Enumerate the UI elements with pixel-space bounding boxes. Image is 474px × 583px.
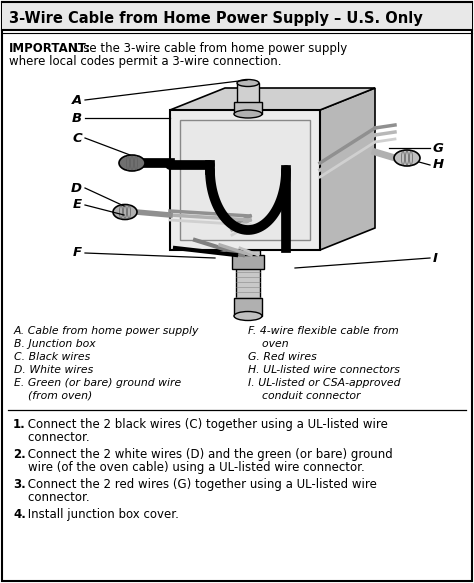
- Text: wire (of the oven cable) using a UL-listed wire connector.: wire (of the oven cable) using a UL-list…: [13, 461, 365, 474]
- Text: A: A: [72, 93, 82, 107]
- Text: Connect the 2 black wires (C) together using a UL-listed wire: Connect the 2 black wires (C) together u…: [24, 418, 388, 431]
- Text: D: D: [71, 181, 82, 195]
- Ellipse shape: [113, 205, 137, 220]
- Text: 3.: 3.: [13, 478, 26, 491]
- Bar: [234, 298, 262, 316]
- Text: A. Cable from home power supply: A. Cable from home power supply: [14, 326, 200, 336]
- Text: Use the 3-wire cable from home power supply: Use the 3-wire cable from home power sup…: [71, 42, 347, 55]
- Text: C. Black wires: C. Black wires: [14, 352, 90, 362]
- Bar: [237, 83, 259, 110]
- Ellipse shape: [234, 311, 262, 321]
- Text: connector.: connector.: [13, 431, 90, 444]
- Bar: [180, 120, 310, 240]
- Text: F: F: [73, 247, 82, 259]
- Bar: [234, 102, 262, 114]
- Text: where local codes permit a 3-wire connection.: where local codes permit a 3-wire connec…: [9, 55, 282, 68]
- Text: 1.: 1.: [13, 418, 26, 431]
- Ellipse shape: [234, 110, 262, 118]
- Text: I: I: [433, 251, 438, 265]
- Text: G: G: [433, 142, 444, 154]
- Text: D. White wires: D. White wires: [14, 365, 93, 375]
- Text: 2.: 2.: [13, 448, 26, 461]
- Text: 3-Wire Cable from Home Power Supply – U.S. Only: 3-Wire Cable from Home Power Supply – U.…: [9, 10, 423, 26]
- Text: IMPORTANT:: IMPORTANT:: [9, 42, 91, 55]
- Text: connector.: connector.: [13, 491, 90, 504]
- Text: G. Red wires: G. Red wires: [248, 352, 317, 362]
- Text: Connect the 2 red wires (G) together using a UL-listed wire: Connect the 2 red wires (G) together usi…: [24, 478, 377, 491]
- Bar: [236, 250, 260, 310]
- Text: E. Green (or bare) ground wire: E. Green (or bare) ground wire: [14, 378, 181, 388]
- Text: I. UL-listed or CSA-approved: I. UL-listed or CSA-approved: [248, 378, 401, 388]
- Text: H. UL-listed wire connectors: H. UL-listed wire connectors: [248, 365, 400, 375]
- Polygon shape: [170, 88, 375, 110]
- Text: Connect the 2 white wires (D) and the green (or bare) ground: Connect the 2 white wires (D) and the gr…: [24, 448, 393, 461]
- Text: conduit connector: conduit connector: [248, 391, 361, 401]
- Text: B. Junction box: B. Junction box: [14, 339, 96, 349]
- Polygon shape: [320, 88, 375, 250]
- Text: B: B: [72, 111, 82, 125]
- Ellipse shape: [237, 79, 259, 86]
- Text: H: H: [433, 159, 444, 171]
- Ellipse shape: [394, 150, 420, 166]
- Ellipse shape: [119, 155, 145, 171]
- Text: 4.: 4.: [13, 508, 26, 521]
- Text: Install junction box cover.: Install junction box cover.: [24, 508, 179, 521]
- Bar: [2, 2, 472, 30]
- Bar: [170, 110, 320, 250]
- Text: C: C: [72, 132, 82, 145]
- Text: E: E: [73, 198, 82, 212]
- Text: (from oven): (from oven): [14, 391, 92, 401]
- Text: oven: oven: [248, 339, 289, 349]
- Text: F. 4-wire flexible cable from: F. 4-wire flexible cable from: [248, 326, 399, 336]
- Bar: [232, 255, 264, 269]
